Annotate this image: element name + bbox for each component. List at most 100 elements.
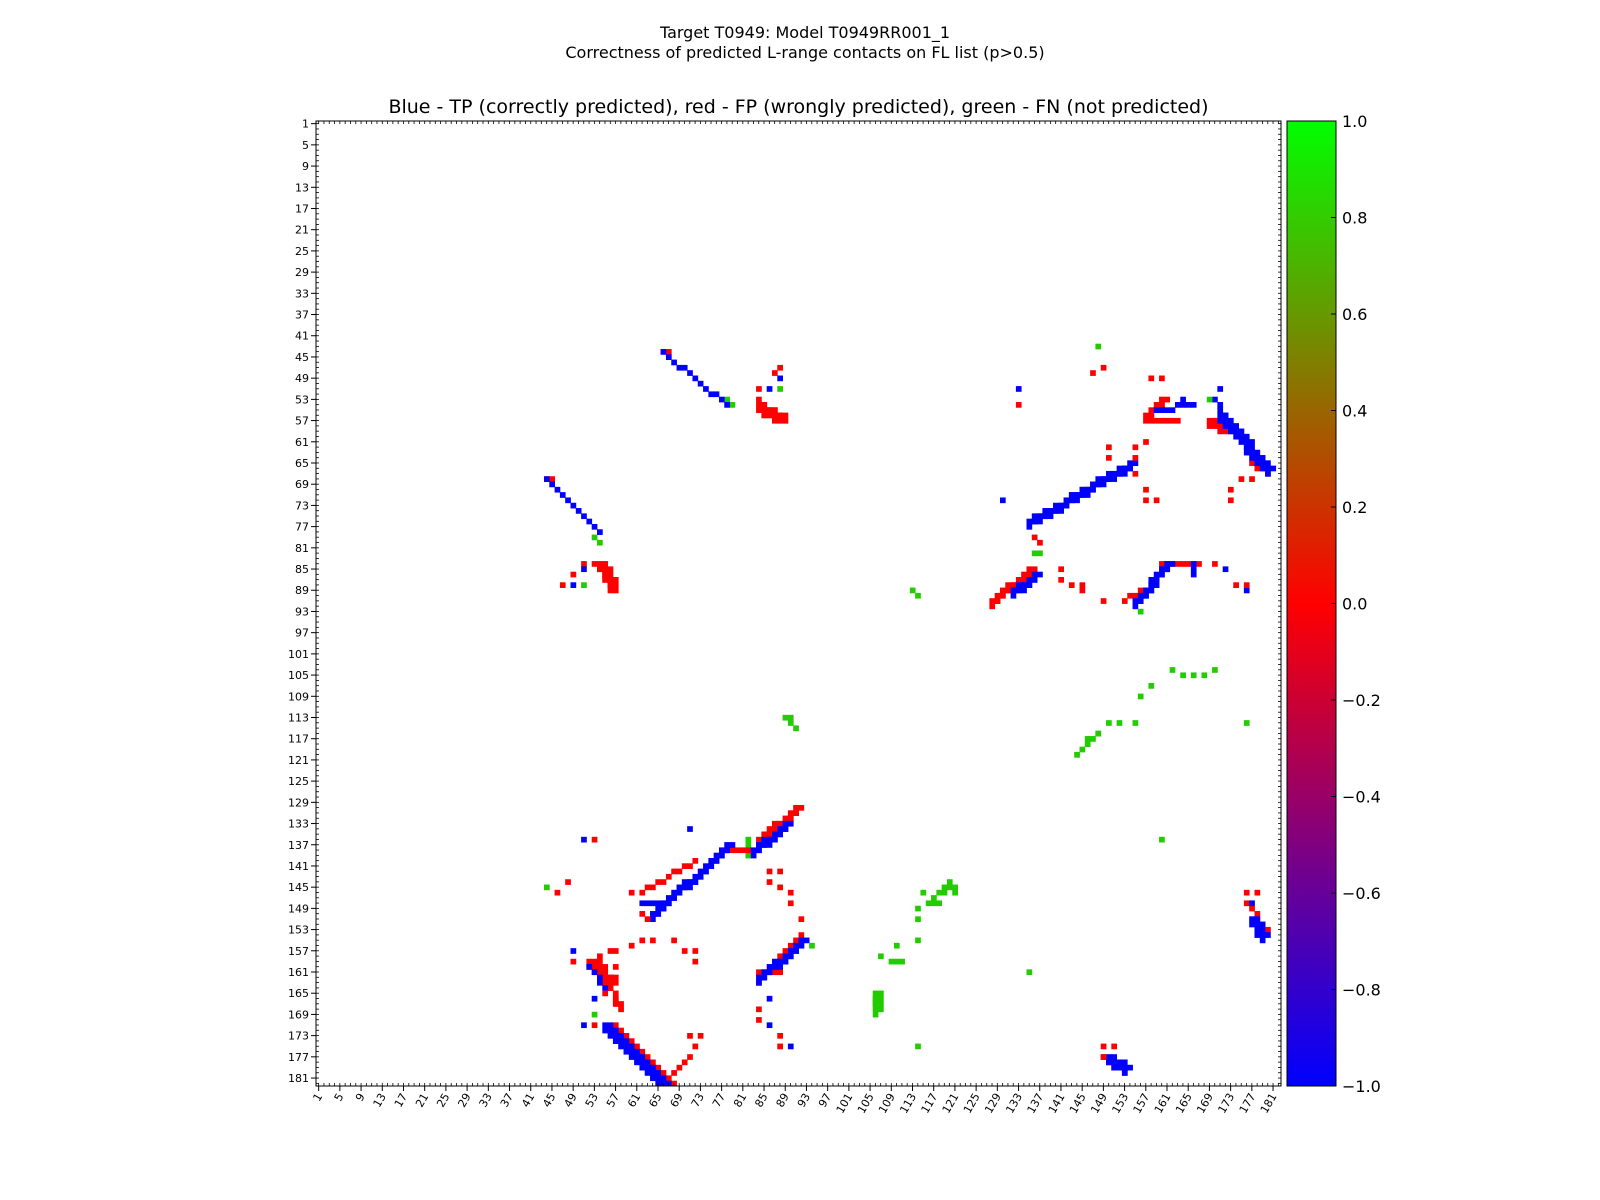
contact-cell-tp	[1164, 561, 1171, 567]
contact-cell-fp	[628, 942, 635, 949]
contact-cell-tp	[665, 895, 672, 901]
contact-cell-fp	[602, 979, 609, 986]
contact-cell-fp	[602, 990, 609, 997]
contact-cell-tp	[761, 836, 768, 843]
contact-cell-tp	[1063, 502, 1070, 509]
contact-cell-fp	[639, 911, 646, 917]
y-tick-label: 21	[295, 224, 309, 237]
contact-cell-fn	[872, 1001, 879, 1007]
contact-cell-fp	[1174, 561, 1181, 567]
contact-cell-tp	[1148, 576, 1155, 583]
contact-cell-tp	[766, 969, 773, 976]
contact-cell-fp	[1212, 423, 1218, 429]
contact-cell-fp	[628, 889, 635, 896]
colorbar-tick-label: −0.6	[1342, 884, 1381, 903]
contact-cell-fp	[1238, 476, 1245, 482]
contact-cell-fp	[766, 826, 773, 832]
contact-cell-tp	[554, 486, 561, 493]
contact-cell-fp	[607, 576, 614, 583]
y-tick-label: 85	[295, 563, 309, 576]
contact-cell-tp	[1265, 470, 1271, 477]
contact-cell-fp	[602, 576, 609, 583]
contact-cell-tp	[681, 884, 688, 891]
contact-cell-fp	[644, 1054, 651, 1060]
x-tick-label: 21	[413, 1091, 431, 1110]
contact-cell-fp	[798, 804, 805, 811]
contact-cell-tp	[1031, 576, 1038, 583]
contact-cell-fn	[745, 842, 752, 848]
colorbar	[1286, 120, 1337, 1087]
contact-cell-tp	[1227, 417, 1234, 424]
contact-cell-tp	[1121, 470, 1128, 477]
contact-cell-tp	[782, 953, 789, 960]
contact-cell-tp	[676, 884, 683, 891]
contact-cell-fp	[999, 587, 1006, 594]
contact-cell-tp	[1212, 396, 1218, 403]
contact-cell-tp	[591, 969, 598, 976]
contact-cell-tp	[798, 942, 805, 949]
contact-cell-fp	[1132, 470, 1139, 477]
contact-cell-fp	[1100, 598, 1107, 604]
contact-cell-tp	[1259, 926, 1266, 933]
contact-cell-tp	[687, 884, 693, 891]
contact-cell-tp	[1090, 481, 1096, 488]
contact-cell-fp	[1212, 417, 1218, 424]
x-tick-label: 141	[1046, 1091, 1068, 1116]
contact-cell-fp	[1031, 566, 1038, 573]
x-tick-label: 181	[1258, 1091, 1280, 1116]
contact-cell-tp	[1074, 492, 1080, 498]
x-tick-label: 33	[477, 1091, 495, 1110]
contact-cell-fp	[607, 974, 614, 981]
x-tick-label: 25	[434, 1091, 452, 1110]
contact-cell-fn	[920, 889, 927, 896]
y-tick-label: 105	[288, 669, 309, 682]
contact-cell-fp	[756, 969, 762, 976]
contact-cell-fp	[1206, 417, 1213, 424]
contact-cell-tp	[1254, 932, 1261, 938]
contact-cell-fn	[1148, 683, 1155, 689]
x-tick-label: 57	[604, 1091, 622, 1110]
contact-cell-tp	[623, 1038, 630, 1044]
contact-cell-tp	[766, 836, 773, 843]
contact-cell-fp	[787, 900, 794, 907]
contact-cell-fp	[570, 571, 577, 578]
contact-cell-fn	[1106, 720, 1112, 726]
contact-cell-fn	[1190, 672, 1197, 679]
y-tick-label: 49	[295, 372, 309, 385]
contact-cell-tp	[1058, 502, 1065, 509]
contact-cell-tp	[581, 836, 587, 843]
contact-cell-fp	[565, 879, 571, 885]
contact-cell-fp	[559, 582, 566, 588]
contact-cell-fp	[1021, 571, 1027, 578]
contact-cell-fp	[650, 1059, 656, 1066]
contact-cell-tp	[1238, 439, 1245, 445]
contact-cell-tp	[708, 863, 715, 870]
contact-cell-fp	[639, 1048, 646, 1055]
contact-cell-tp	[660, 1075, 667, 1082]
contact-cell-tp	[1047, 513, 1054, 520]
contact-cell-tp	[1249, 439, 1255, 445]
contact-cell-fp	[999, 592, 1006, 599]
contact-cell-tp	[1180, 396, 1186, 403]
contact-cell-tp	[782, 820, 789, 827]
x-tick-label: 17	[392, 1091, 410, 1110]
contact-cell-tp	[692, 879, 699, 885]
contact-cell-fp	[1026, 566, 1033, 573]
contact-cell-fp	[1254, 465, 1261, 472]
contact-cell-tp	[612, 1032, 619, 1039]
contact-cell-fp	[628, 1038, 635, 1044]
contact-cell-fn	[936, 900, 943, 907]
contact-cell-fp	[1180, 561, 1186, 567]
contact-cell-tp	[771, 958, 778, 965]
contact-cell-fp	[597, 964, 603, 970]
contact-cell-tp	[591, 523, 598, 530]
contact-cell-fp	[570, 958, 577, 965]
contact-cell-fp	[793, 937, 799, 944]
contact-cell-fp	[665, 873, 672, 880]
contact-cell-fp	[1148, 375, 1155, 382]
contact-cell-fp	[766, 868, 773, 875]
contact-cell-tp	[1164, 566, 1171, 573]
contact-cell-fp	[591, 958, 598, 965]
contact-cell-fn	[581, 582, 587, 588]
x-tick-label: 137	[1025, 1091, 1047, 1116]
